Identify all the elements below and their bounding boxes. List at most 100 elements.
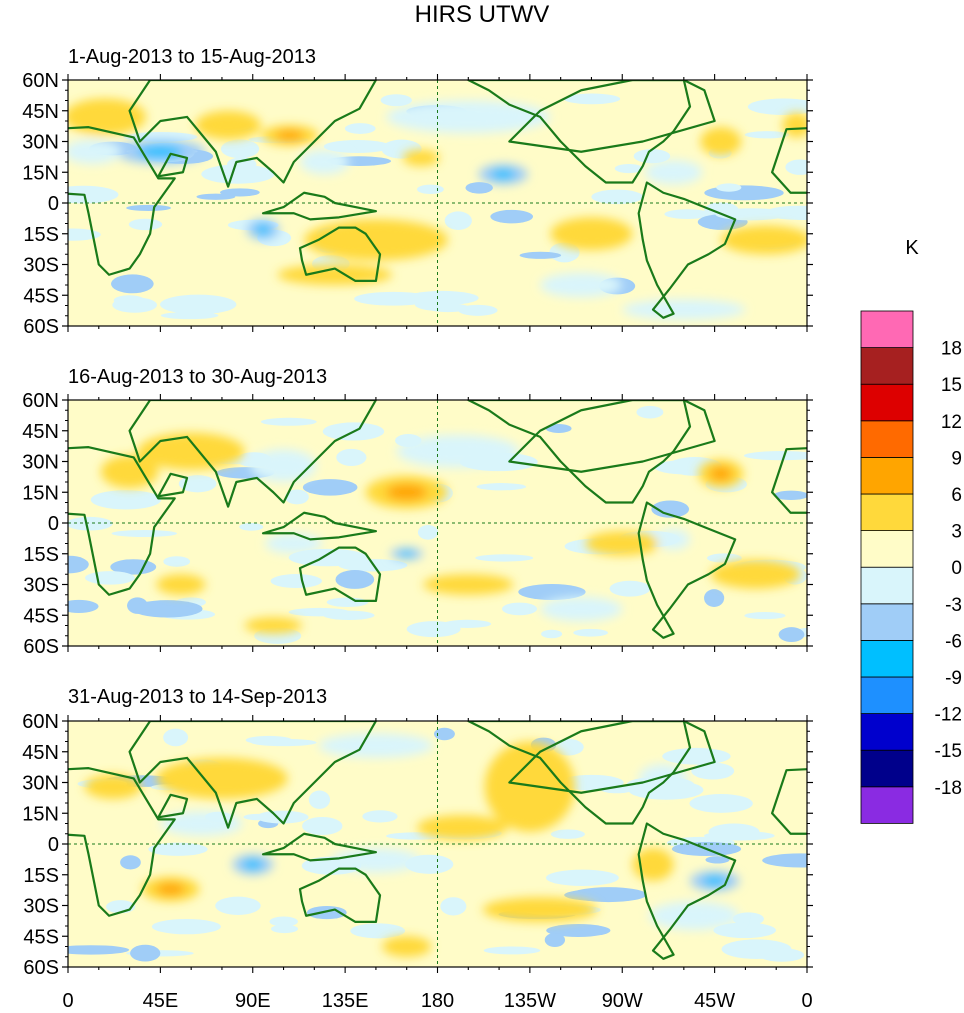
anomaly-region xyxy=(244,617,303,634)
noise-blob xyxy=(778,627,805,643)
noise-blob xyxy=(260,417,317,426)
noise-blob xyxy=(215,896,261,915)
anomaly-region xyxy=(156,574,206,595)
noise-blob xyxy=(335,569,375,589)
colorbar-swatch xyxy=(860,420,914,458)
colorbar-tick-label: -15 xyxy=(935,741,962,762)
noise-blob xyxy=(433,727,455,741)
colorbar-tick-label: -6 xyxy=(945,631,962,652)
colorbar-tick-label: 0 xyxy=(951,558,962,579)
noise-blob xyxy=(544,932,566,948)
colorbar-tick-label: 9 xyxy=(951,448,962,469)
noise-blob xyxy=(90,490,162,510)
noise-blob xyxy=(715,208,788,221)
anomaly-region xyxy=(84,774,142,799)
anomaly-region xyxy=(299,149,350,175)
colorbar-tick-label: -18 xyxy=(935,778,962,799)
noise-blob xyxy=(68,185,119,204)
noise-blob xyxy=(564,888,644,902)
noise-blob xyxy=(85,571,135,585)
anomaly-region xyxy=(100,455,159,489)
noise-blob xyxy=(255,810,309,824)
noise-blob xyxy=(704,830,775,841)
noise-blob xyxy=(354,291,433,306)
y-tick-label: 60S xyxy=(23,316,59,338)
noise-blob xyxy=(406,621,461,638)
anomaly-region xyxy=(423,574,514,595)
noise-blob xyxy=(178,475,217,493)
noise-blob xyxy=(128,218,163,231)
noise-blob xyxy=(326,597,369,607)
noise-blob xyxy=(691,762,735,780)
colorbar-swatch xyxy=(860,493,914,531)
anomaly-region xyxy=(68,139,122,165)
colorbar-swatch xyxy=(860,640,914,678)
y-tick-label: 45S xyxy=(23,285,59,307)
anomaly-region xyxy=(638,764,688,793)
noise-blob xyxy=(550,829,585,839)
anomaly-core xyxy=(275,130,305,141)
x-tick-label: 180 xyxy=(421,990,454,1012)
y-tick-label: 45N xyxy=(22,421,59,443)
noise-blob xyxy=(707,553,742,563)
noise-blob xyxy=(732,912,764,926)
panel-2-anomalies xyxy=(100,432,801,634)
colorbar-tick-label: -12 xyxy=(935,705,962,726)
noise-blob xyxy=(148,842,208,856)
panel-3: 31-Aug-2013 to 14-Sep-2013 60N 45N 30N 15N 0… xyxy=(22,686,813,1012)
noise-blob xyxy=(546,924,611,937)
noise-blob xyxy=(563,93,621,105)
colorbar: -18 -15 -12 -9 -6 -3 0 3 6 9 12 15 18 xyxy=(860,310,962,824)
panel-1-anomalies xyxy=(68,98,807,320)
y-tick-label: 0 xyxy=(48,193,59,215)
anomaly-region xyxy=(382,936,432,957)
noise-blob xyxy=(111,530,178,537)
anomaly-region xyxy=(585,531,660,556)
noise-blob xyxy=(239,522,264,531)
y-tick-label: 15S xyxy=(23,224,59,246)
anomaly-core xyxy=(398,550,415,557)
y-tick-label: 30S xyxy=(23,575,59,597)
anomaly-region xyxy=(304,219,448,261)
y-tick-label: 30N xyxy=(22,773,59,795)
anomaly-region xyxy=(195,110,261,140)
colorbar-swatch xyxy=(860,676,914,714)
y-tick-label: 60S xyxy=(23,636,59,658)
anomaly-region xyxy=(318,733,434,758)
anomaly-region xyxy=(540,596,623,622)
noise-blob xyxy=(662,747,731,765)
colorbar-swatch xyxy=(860,530,914,568)
x-tick-label: 90W xyxy=(602,990,643,1012)
x-tick-label: 45E xyxy=(143,990,179,1012)
anomaly-region xyxy=(540,272,623,298)
noise-blob xyxy=(636,405,664,419)
noise-blob xyxy=(716,183,742,192)
noise-blob xyxy=(285,489,309,505)
anomaly-region xyxy=(396,434,520,468)
noise-blob xyxy=(131,600,203,618)
colorbar-swatch xyxy=(860,749,914,788)
anomaly-core xyxy=(439,821,485,834)
anomaly-region xyxy=(265,533,323,554)
noise-blob xyxy=(519,251,562,259)
y-tick-label: 15S xyxy=(23,544,59,566)
noise-blob xyxy=(243,813,272,821)
panel-2: 16-Aug-2013 to 30-Aug-2013 60N 45N 30N 15N 0… xyxy=(22,366,813,658)
anomaly-core xyxy=(254,224,272,235)
noise-blob xyxy=(591,189,644,205)
anomaly-core xyxy=(242,859,264,870)
y-tick-label: 45S xyxy=(23,926,59,948)
anomaly-core xyxy=(710,134,732,149)
x-tick-label: 90E xyxy=(235,990,271,1012)
noise-blob xyxy=(609,580,651,597)
anomaly-region xyxy=(402,149,440,167)
anomaly-core xyxy=(709,466,733,481)
noise-blob xyxy=(713,922,777,939)
colorbar-tick-label: -9 xyxy=(945,668,962,689)
panel-3-y-axis: 60N 45N 30N 15N 0 15S 30S 45S 60S xyxy=(22,711,813,979)
chart-title: HIRS UTWV xyxy=(415,1,550,28)
noise-blob xyxy=(573,628,608,637)
noise-blob xyxy=(113,295,145,306)
noise-blob xyxy=(416,184,444,194)
anomaly-region xyxy=(622,299,746,320)
